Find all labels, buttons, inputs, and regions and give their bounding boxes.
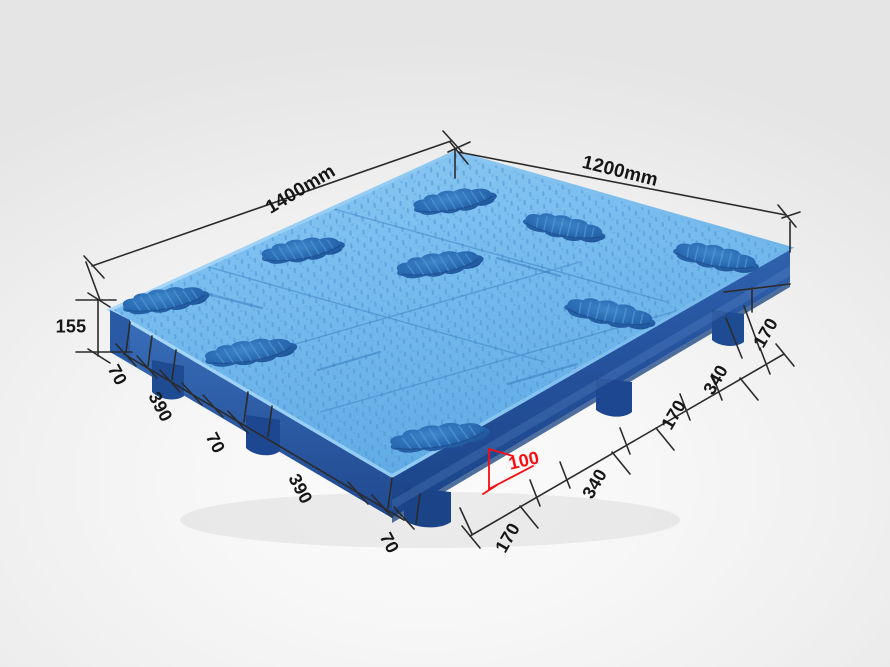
skirt-lip <box>392 282 790 523</box>
dim-line-1200 <box>449 141 801 253</box>
dim-line-1400 <box>83 130 471 301</box>
skirt-left-corner <box>110 310 130 362</box>
dim-chain-right-upper <box>723 283 791 313</box>
dim-label-height: 155 <box>55 316 87 337</box>
dim-chain-right <box>459 305 795 549</box>
dimension-annotations <box>75 130 801 549</box>
deck-center-slots <box>198 256 579 386</box>
dim-line-100 <box>482 448 534 495</box>
dim-chain-left <box>115 321 421 530</box>
skirt-front-left <box>110 310 392 518</box>
pallet-body <box>106 150 795 548</box>
